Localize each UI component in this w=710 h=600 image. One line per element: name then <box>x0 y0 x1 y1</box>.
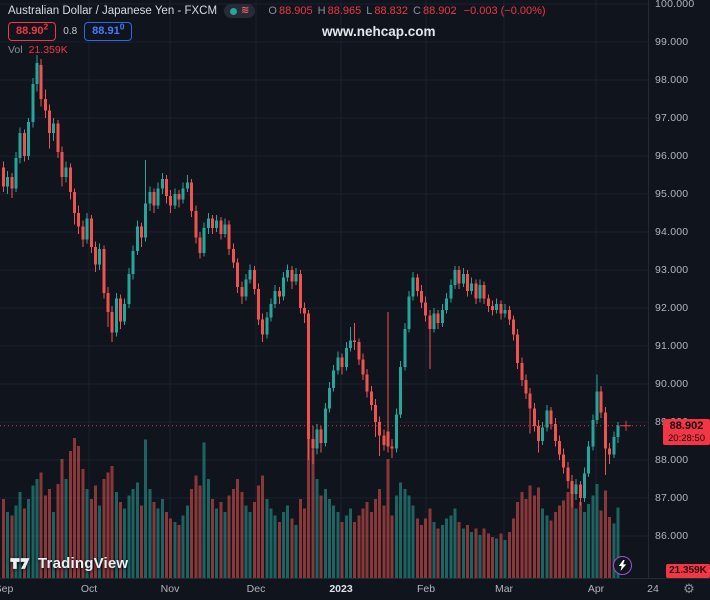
volume-axis-label: 21.359K <box>666 564 710 578</box>
price-axis-label: 100.000 <box>655 0 695 10</box>
volume-layer <box>2 424 620 579</box>
price-axis-label: 97.000 <box>655 112 689 124</box>
price-axis-label: 87.000 <box>655 492 689 504</box>
price-axis[interactable]: 100.000 99.000 98.000 97.000 96.000 95.000 94.… <box>650 0 710 578</box>
close-label: C <box>413 5 421 17</box>
price-axis-label: 92.000 <box>655 302 689 314</box>
price-axis-label: 91.000 <box>655 340 689 352</box>
tradingview-mark-icon <box>10 558 30 569</box>
price-axis-label: 86.000 <box>655 530 689 542</box>
symbol-title[interactable]: Australian Dollar / Japanese Yen - FXCM <box>8 5 218 17</box>
time-axis-label: Dec <box>246 583 266 595</box>
current-price-cross-icon <box>621 420 631 431</box>
price-axis-label: 95.000 <box>655 188 689 200</box>
time-axis-label: Feb <box>416 583 436 595</box>
gear-icon[interactable]: ⚙ <box>683 581 695 596</box>
time-axis-label: Oct <box>80 583 98 595</box>
time-axis-label: Sep <box>0 583 14 595</box>
buy-pip-sup: 0 <box>119 21 125 32</box>
buy-button[interactable]: 88.910 <box>84 21 133 41</box>
sell-button[interactable]: 88.902 <box>8 21 57 41</box>
delayed-data-flag-icon: ≋ <box>241 5 250 16</box>
time-axis-label: 2023 <box>329 583 353 595</box>
price-axis-label: 99.000 <box>655 36 689 48</box>
lightning-button[interactable] <box>613 556 632 575</box>
trade-buttons-row: 88.902 0.8 88.910 <box>8 21 133 41</box>
time-axis-label: Mar <box>494 583 514 595</box>
close-value: 88.902 <box>422 5 457 17</box>
tradingview-logo[interactable]: TradingView <box>10 555 128 572</box>
current-price-value: 88.902 <box>669 420 704 432</box>
watermark-text: www.nehcap.com <box>322 24 436 39</box>
market-status-pill[interactable]: ≋ <box>224 4 256 18</box>
bar-countdown: 20:28:50 <box>668 433 705 444</box>
volume-indicator-row[interactable]: Vol 21.359K <box>8 44 68 56</box>
sell-pip-sup: 2 <box>43 21 49 32</box>
current-price-label: 88.902 20:28:50 <box>663 419 710 445</box>
price-axis-label: 94.000 <box>655 226 689 238</box>
low-value: 88.832 <box>374 5 409 17</box>
price-axis-label: 90.000 <box>655 378 689 390</box>
high-label: H <box>317 5 326 17</box>
candles-layer <box>2 54 620 508</box>
price-axis-label: 93.000 <box>655 264 689 276</box>
low-label: L <box>366 5 373 17</box>
price-axis-label: 96.000 <box>655 150 689 162</box>
symbol-header-row: Australian Dollar / Japanese Yen - FXCM … <box>8 4 546 18</box>
price-axis-separator <box>648 0 649 578</box>
time-axis-label: Apr <box>587 583 605 595</box>
spread-value: 0.8 <box>63 26 78 37</box>
time-axis-label: 24 <box>647 583 659 595</box>
price-axis-label: 88.000 <box>655 454 689 466</box>
open-value: 88.905 <box>278 5 313 17</box>
time-axis[interactable]: Sep Oct Nov Dec 2023 Feb Mar Apr 24 <box>0 579 710 600</box>
volume-value: 21.359K <box>28 44 68 56</box>
market-open-dot-icon <box>230 7 238 15</box>
volume-label: Vol <box>8 44 23 56</box>
high-value: 88.965 <box>327 5 362 17</box>
lightning-bolt-icon <box>618 560 627 571</box>
price-axis-label: 98.000 <box>655 74 689 86</box>
open-label: O <box>268 5 277 17</box>
change-value: −0.003 (−0.00%) <box>463 5 546 17</box>
ohlc-values: O 88.905 H 88.965 L 88.832 C 88.902 −0.003 (… <box>268 5 545 17</box>
time-axis-separator <box>0 578 710 579</box>
time-axis-label: Nov <box>160 583 180 595</box>
tradingview-logo-text: TradingView <box>38 555 129 572</box>
